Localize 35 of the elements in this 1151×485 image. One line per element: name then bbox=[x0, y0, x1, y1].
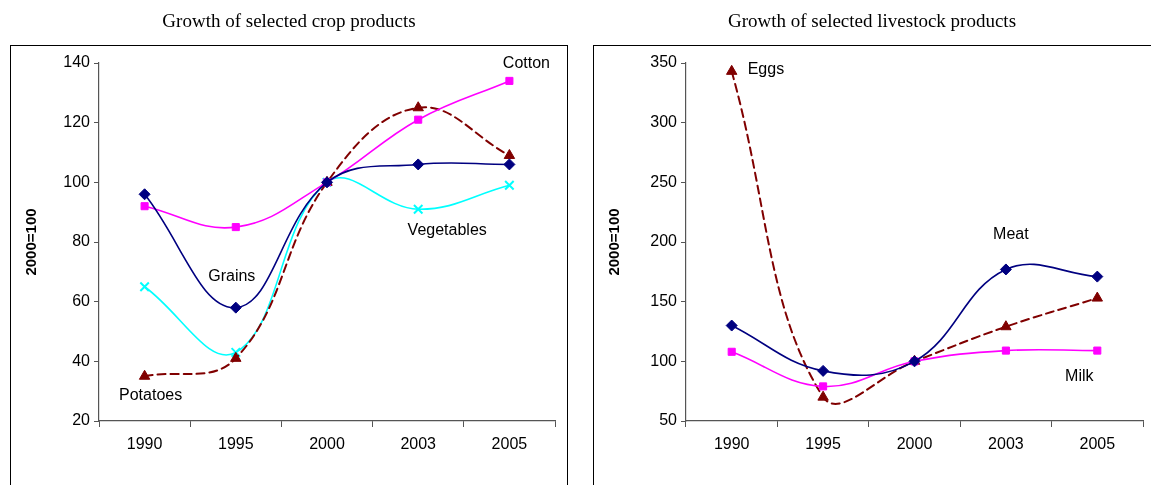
y-tick-label: 100 bbox=[650, 351, 678, 369]
y-tick-label: 100 bbox=[63, 172, 91, 190]
x-tick-label: 2005 bbox=[1079, 435, 1116, 453]
x-tick-label: 2003 bbox=[988, 435, 1024, 453]
y-tick-label: 300 bbox=[650, 113, 678, 131]
x-tick-label: 2000 bbox=[896, 435, 933, 453]
y-axis-title: 2000=100 bbox=[22, 208, 40, 276]
x-tick-label: 1990 bbox=[126, 435, 163, 453]
y-tick-label: 350 bbox=[650, 53, 678, 71]
series-label: Eggs bbox=[747, 59, 785, 77]
y-tick-label: 60 bbox=[72, 292, 91, 310]
x-tick-label: 1995 bbox=[805, 435, 841, 453]
y-tick-label: 150 bbox=[650, 292, 678, 310]
y-tick-label: 40 bbox=[72, 351, 91, 369]
y-axis-title: 2000=100 bbox=[605, 208, 623, 276]
series-label: Grains bbox=[208, 267, 256, 285]
y-tick-label: 200 bbox=[650, 232, 678, 250]
series-label: Vegetables bbox=[407, 220, 487, 238]
y-tick-label: 120 bbox=[63, 113, 91, 131]
chart-title: Growth of selected livestock products bbox=[726, 10, 1018, 32]
series-label: Potatoes bbox=[119, 385, 183, 403]
y-tick-label: 140 bbox=[63, 53, 91, 71]
x-tick-label: 2003 bbox=[400, 435, 437, 453]
y-tick-label: 250 bbox=[650, 172, 678, 190]
series-label: Milk bbox=[1065, 367, 1095, 384]
x-tick-label: 2000 bbox=[309, 435, 345, 453]
y-tick-label: 80 bbox=[72, 232, 91, 250]
series-label: Meat bbox=[993, 224, 1030, 242]
y-tick-label: 50 bbox=[659, 411, 678, 429]
x-tick-label: 2005 bbox=[491, 435, 528, 453]
x-tick-label: 1990 bbox=[713, 435, 750, 453]
x-tick-label: 1995 bbox=[218, 435, 254, 453]
chart-title: Growth of selected crop products bbox=[161, 10, 417, 32]
y-tick-label: 20 bbox=[72, 411, 91, 429]
series-label: Cotton bbox=[502, 54, 550, 72]
